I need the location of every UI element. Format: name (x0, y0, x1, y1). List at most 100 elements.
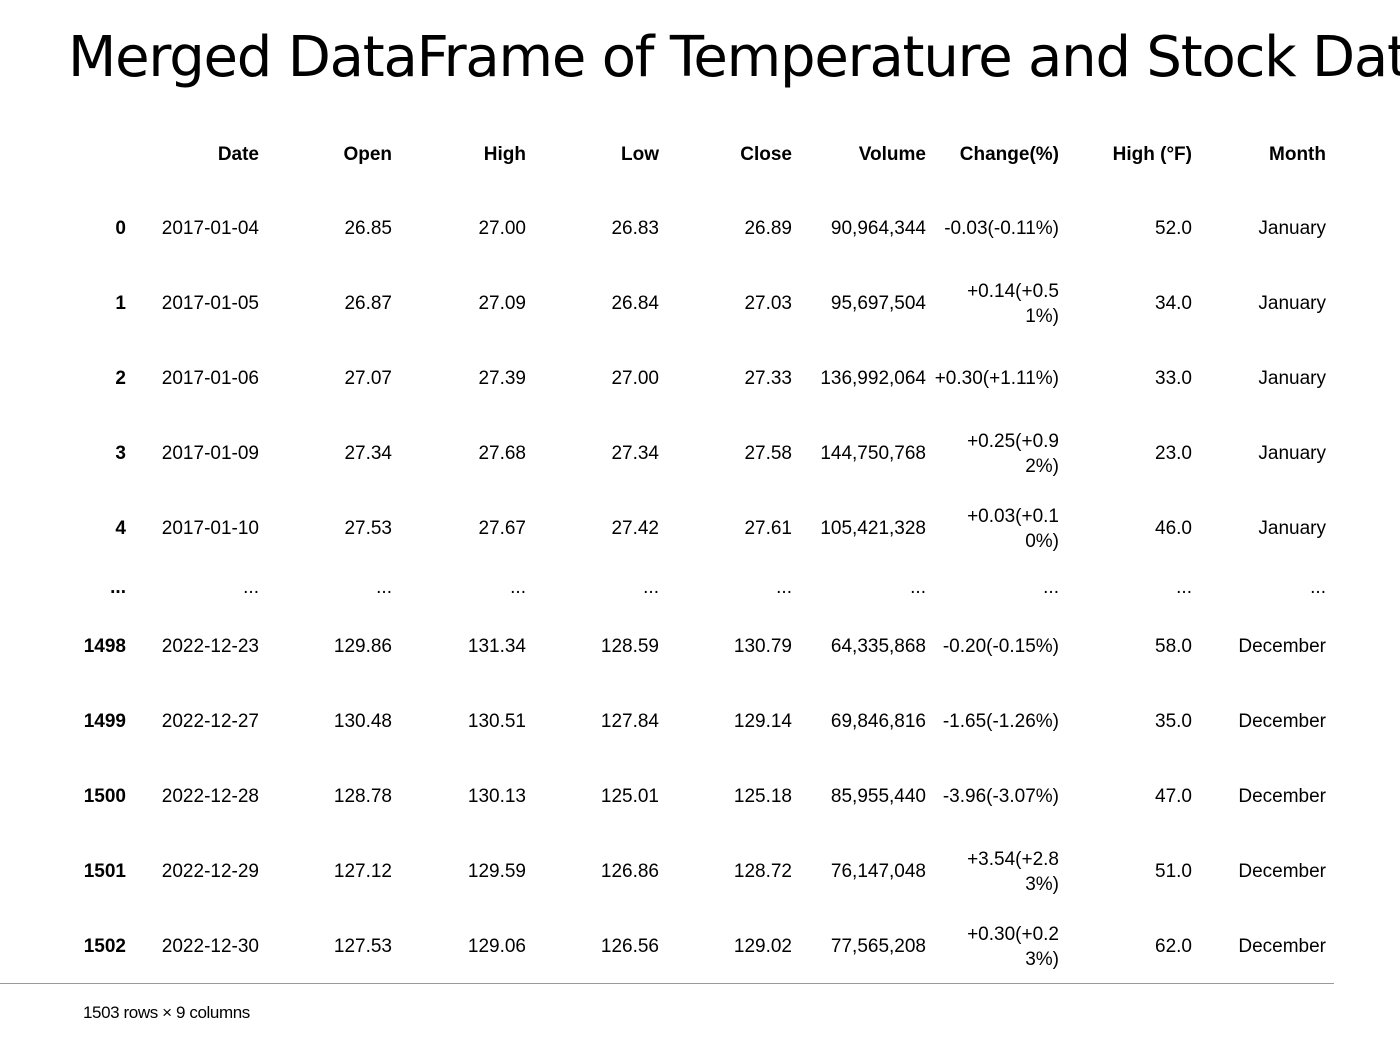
table-cell: 129.59 (467, 861, 526, 882)
table-cell: 77,565,208 (830, 936, 926, 957)
column-header: Low (621, 143, 659, 165)
row-index: 0 (115, 218, 126, 239)
table-cell: 58.0 (1155, 636, 1192, 657)
table-cell: ... (376, 577, 392, 598)
table-row: 4 2017-01-10 27.53 27.67 27.42 27.61 105,421,3… (0, 491, 1334, 566)
table-cell: 27.58 (744, 443, 792, 464)
row-index: 4 (115, 518, 126, 539)
table-cell: 51.0 (1155, 861, 1192, 882)
table-cell: -0.03(-0.11%) (944, 218, 1059, 239)
table-cell: January (1258, 368, 1326, 389)
table-cell: 27.67 (478, 518, 526, 539)
table-cell: 90,964,344 (830, 218, 926, 239)
table-cell: 26.83 (611, 218, 659, 239)
table-cell: 126.86 (600, 861, 659, 882)
table-body: 0 2017-01-04 26.85 27.00 26.83 26.89 90,964,34… (0, 191, 1334, 984)
table-cell: 2022-12-30 (161, 936, 259, 957)
table-cell: January (1258, 218, 1326, 239)
table-cell: December (1238, 711, 1326, 732)
table-cell: -1.65(-1.26%) (942, 711, 1059, 732)
table-cell: 47.0 (1155, 786, 1192, 807)
table-row: 1499 2022-12-27 130.48 130.51 127.84 129.14 69… (0, 684, 1334, 759)
table-cell: 46.0 (1155, 518, 1192, 539)
table-row: 1501 2022-12-29 127.12 129.59 126.86 128.72 76… (0, 834, 1334, 909)
table-cell: December (1238, 636, 1326, 657)
column-header: Month (1269, 143, 1326, 165)
table-cell: 127.53 (333, 936, 392, 957)
row-index: 2 (115, 368, 126, 389)
table-cell: ... (1310, 577, 1326, 598)
table-cell: 2017-01-04 (161, 218, 259, 239)
table-cell: 126.56 (600, 936, 659, 957)
table-cell: 27.03 (744, 293, 792, 314)
table-cell: 131.34 (467, 636, 526, 657)
table-cell: 34.0 (1155, 293, 1192, 314)
table-cell: 130.79 (733, 636, 792, 657)
table-cell: 2022-12-27 (161, 711, 259, 732)
table-bottom-rule (0, 983, 1334, 984)
column-header: Date (217, 143, 259, 165)
table-cell: 128.72 (733, 861, 792, 882)
table-cell: 130.13 (467, 786, 526, 807)
table-cell: ... (1176, 577, 1192, 598)
column-header: Volume (858, 143, 926, 165)
table-cell: ... (643, 577, 659, 598)
row-index: 1498 (83, 636, 126, 657)
table-cell: 27.68 (478, 443, 526, 464)
table-cell: 64,335,868 (830, 636, 926, 657)
table-cell: December (1238, 861, 1326, 882)
table-cell: 144,750,768 (820, 443, 926, 464)
table-cell: December (1238, 936, 1326, 957)
table-row: 0 2017-01-04 26.85 27.00 26.83 26.89 90,964,34… (0, 191, 1334, 266)
table-cell: ... (1043, 577, 1059, 598)
table-cell: 129.02 (733, 936, 792, 957)
table-cell: 27.00 (611, 368, 659, 389)
table-cell: 128.78 (333, 786, 392, 807)
table-cell: 136,992,064 (820, 368, 926, 389)
table-cell: 35.0 (1155, 711, 1192, 732)
table-cell: 69,846,816 (830, 711, 926, 732)
table-cell: 130.51 (467, 711, 526, 732)
ellipsis-row: .............................. (0, 566, 1334, 609)
table-cell: 26.84 (611, 293, 659, 314)
table-cell: +0.30(+0.23%) (967, 923, 1059, 970)
table-cell: 27.42 (611, 518, 659, 539)
table-cell: 27.07 (344, 368, 392, 389)
row-index: 1 (115, 293, 126, 314)
table-header: Date Open High Low Close Volume Change(%) High … (0, 117, 1334, 191)
row-index: 3 (115, 443, 126, 464)
table-cell: 2017-01-10 (161, 518, 259, 539)
table-cell: 27.61 (744, 518, 792, 539)
table-cell: 62.0 (1155, 936, 1192, 957)
table-cell: January (1258, 518, 1326, 539)
table-cell: 85,955,440 (830, 786, 926, 807)
table-cell: 129.86 (333, 636, 392, 657)
table-cell: 125.01 (600, 786, 659, 807)
table-cell: 26.89 (744, 218, 792, 239)
row-index: ... (110, 577, 126, 598)
table-cell: 27.53 (344, 518, 392, 539)
table-cell: 2022-12-28 (161, 786, 259, 807)
column-header: Close (740, 143, 792, 165)
table-row: 3 2017-01-09 27.34 27.68 27.34 27.58 144,750,7… (0, 416, 1334, 491)
table-cell: 2017-01-09 (161, 443, 259, 464)
row-index: 1501 (83, 861, 126, 882)
table-cell: 27.00 (478, 218, 526, 239)
dataframe-shape-label: 1503 rows × 9 columns (83, 1003, 250, 1022)
table-cell: 2017-01-05 (161, 293, 259, 314)
table-cell: 27.09 (478, 293, 526, 314)
table-cell: 129.14 (733, 711, 792, 732)
table-cell: 105,421,328 (820, 518, 926, 539)
table-cell: 2017-01-06 (161, 368, 259, 389)
table-cell: 2022-12-23 (161, 636, 259, 657)
table-cell: 130.48 (333, 711, 392, 732)
table-cell: December (1238, 786, 1326, 807)
table-row: 1502 2022-12-30 127.53 129.06 126.56 129.02 77… (0, 909, 1334, 984)
column-header: High (483, 143, 526, 165)
table-cell: 127.84 (600, 711, 659, 732)
table-cell: 127.12 (333, 861, 392, 882)
table-cell: ... (243, 577, 259, 598)
column-header: High (°F) (1112, 143, 1192, 165)
table-cell: 125.18 (733, 786, 792, 807)
table-cell: ... (510, 577, 526, 598)
